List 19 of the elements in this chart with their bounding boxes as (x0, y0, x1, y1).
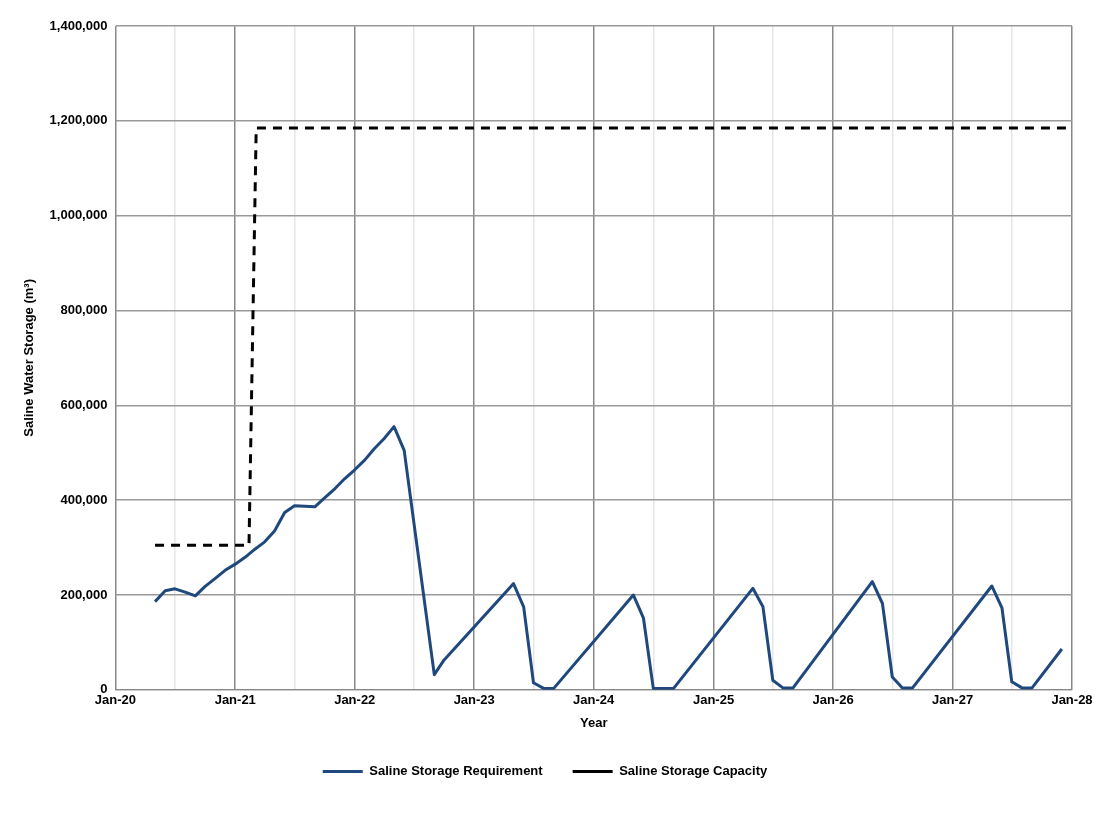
y-tick-label: 1,000,000 (49, 207, 108, 223)
y-tick-label: 800,000 (60, 302, 108, 318)
y-tick-label: 600,000 (60, 396, 108, 412)
x-tick-label: Jan-25 (692, 692, 735, 708)
y-tick-label: 200,000 (60, 586, 108, 602)
x-tick-label: Jan-21 (214, 692, 256, 708)
y-tick-label: 400,000 (60, 491, 108, 507)
x-axis-title: Year (579, 714, 608, 730)
y-axis-title: Saline Water Storage (m³) (21, 279, 37, 437)
x-tick-label: Jan-22 (334, 692, 376, 708)
y-tick-label: 1,400,000 (49, 17, 108, 33)
legend-label: Saline Storage Requirement (369, 763, 544, 779)
x-tick-label: Jan-28 (1051, 692, 1093, 708)
legend-label: Saline Storage Capacity (619, 763, 769, 779)
x-tick-label: Jan-27 (931, 692, 974, 708)
x-tick-label: Jan-24 (573, 692, 616, 708)
y-tick-label: 1,200,000 (49, 112, 108, 128)
x-tick-label: Jan-26 (812, 692, 854, 708)
x-tick-label: Jan-23 (453, 692, 495, 708)
